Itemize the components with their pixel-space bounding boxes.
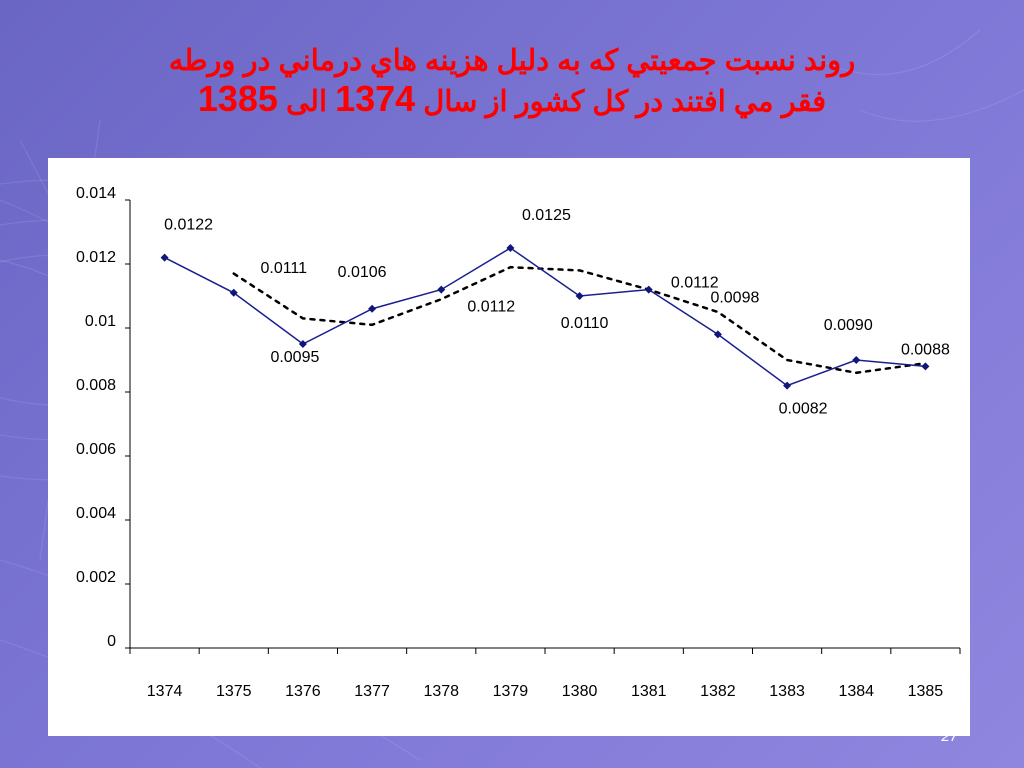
data-point-marker — [852, 356, 861, 364]
data-label: 0.0122 — [164, 217, 213, 234]
data-point-marker — [298, 340, 307, 348]
data-point-marker — [575, 292, 584, 300]
data-point-marker — [229, 288, 238, 297]
x-tick-label: 1380 — [562, 683, 598, 700]
x-tick-label: 1385 — [908, 683, 944, 700]
title-line-1: روند نسبت جمعيتي كه به دليل هزينه هاي در… — [168, 45, 856, 77]
data-point-marker — [783, 381, 792, 390]
y-tick-label: 0.012 — [76, 249, 116, 266]
x-tick-label: 1374 — [147, 683, 183, 700]
x-tick-label: 1383 — [769, 683, 805, 700]
y-tick-label: 0.002 — [76, 569, 116, 586]
data-label: 0.0098 — [710, 289, 759, 306]
y-tick-label: 0 — [107, 633, 116, 650]
y-tick-label: 0.006 — [76, 441, 116, 458]
data-label: 0.0088 — [901, 341, 950, 358]
y-tick-label: 0.008 — [76, 377, 116, 394]
y-tick-label: 0.014 — [76, 185, 116, 202]
x-tick-label: 1375 — [216, 683, 252, 700]
line-chart: 0 0.002 0.004 0.006 0.008 0.01 0.012 0.014 1374 1… — [76, 185, 961, 700]
data-label: 0.0112 — [467, 299, 515, 316]
data-label: 0.0111 — [260, 260, 307, 277]
data-label: 0.0125 — [522, 207, 571, 224]
x-tick-label: 1381 — [631, 683, 667, 700]
title-year-start: 1374 — [335, 78, 416, 119]
y-tick-label: 0.01 — [85, 313, 116, 330]
data-point-marker — [713, 330, 722, 339]
data-point-marker — [644, 285, 653, 294]
data-label: 0.0082 — [779, 401, 828, 418]
x-tick-label: 1377 — [354, 683, 390, 700]
x-tick-label: 1384 — [838, 683, 874, 700]
data-point-marker — [921, 362, 930, 371]
title-line-2: فقر مي افتند در كل كشور از سال 1374 الى … — [40, 81, 984, 118]
x-tick-label: 1382 — [700, 683, 736, 700]
data-point-marker — [160, 253, 169, 262]
data-label: 0.0106 — [338, 264, 387, 281]
y-tick-label: 0.004 — [76, 505, 116, 522]
data-point-marker — [368, 304, 377, 313]
data-label: 0.0095 — [270, 349, 319, 366]
data-label: 0.0090 — [824, 317, 873, 334]
data-point-marker — [506, 244, 515, 252]
title-line-2-text: فقر مي افتند در كل كشور از سال — [423, 86, 827, 118]
title-connector: الى — [285, 86, 328, 118]
title-year-end: 1385 — [197, 78, 278, 119]
data-point-marker — [437, 285, 446, 294]
data-label: 0.0110 — [561, 315, 609, 332]
x-tick-label: 1379 — [493, 683, 529, 700]
chart-panel: 0 0.002 0.004 0.006 0.008 0.01 0.012 0.014 1374 1… — [48, 158, 970, 736]
trendline-series — [232, 265, 927, 375]
page-number: 27 — [941, 728, 958, 745]
slide-title: روند نسبت جمعيتي كه به دليل هزينه هاي در… — [40, 46, 984, 117]
x-tick-label: 1378 — [423, 683, 459, 700]
x-tick-label: 1376 — [285, 683, 321, 700]
data-label: 0.0112 — [671, 275, 719, 292]
series-line — [164, 247, 926, 387]
